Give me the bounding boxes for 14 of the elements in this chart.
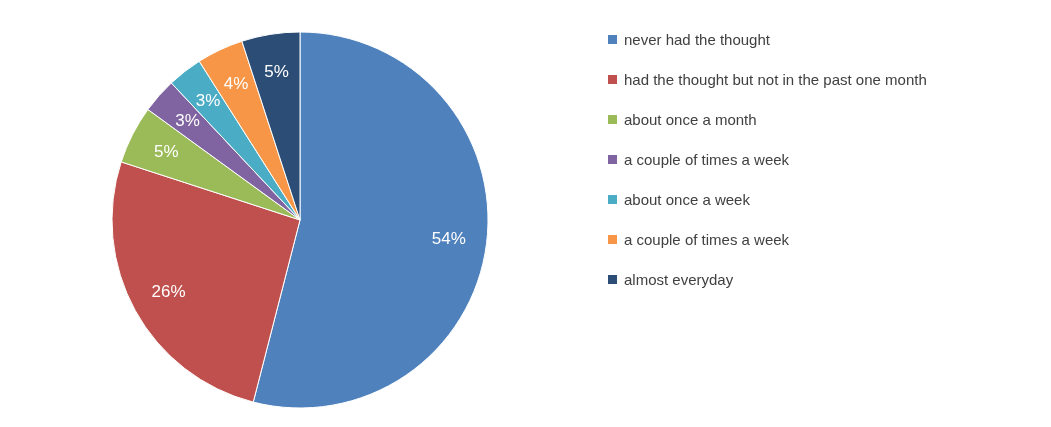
data-label: 5% <box>264 61 289 81</box>
data-label: 3% <box>195 91 221 111</box>
data-label: 4% <box>223 74 249 94</box>
data-label: 26% <box>151 282 186 302</box>
legend-label: about once a month <box>624 110 757 128</box>
legend-label: almost everyday <box>624 270 734 288</box>
data-label: 54% <box>431 228 466 248</box>
legend-label: a couple of times a week <box>624 230 790 248</box>
data-label: 3% <box>175 110 200 130</box>
legend-label: a couple of times a week <box>624 150 790 168</box>
legend-label: had the thought but not in the past one month <box>624 70 927 88</box>
legend-label: about once a week <box>624 190 751 208</box>
legend-label: never had the thought <box>624 30 771 48</box>
data-label: 5% <box>154 141 179 161</box>
